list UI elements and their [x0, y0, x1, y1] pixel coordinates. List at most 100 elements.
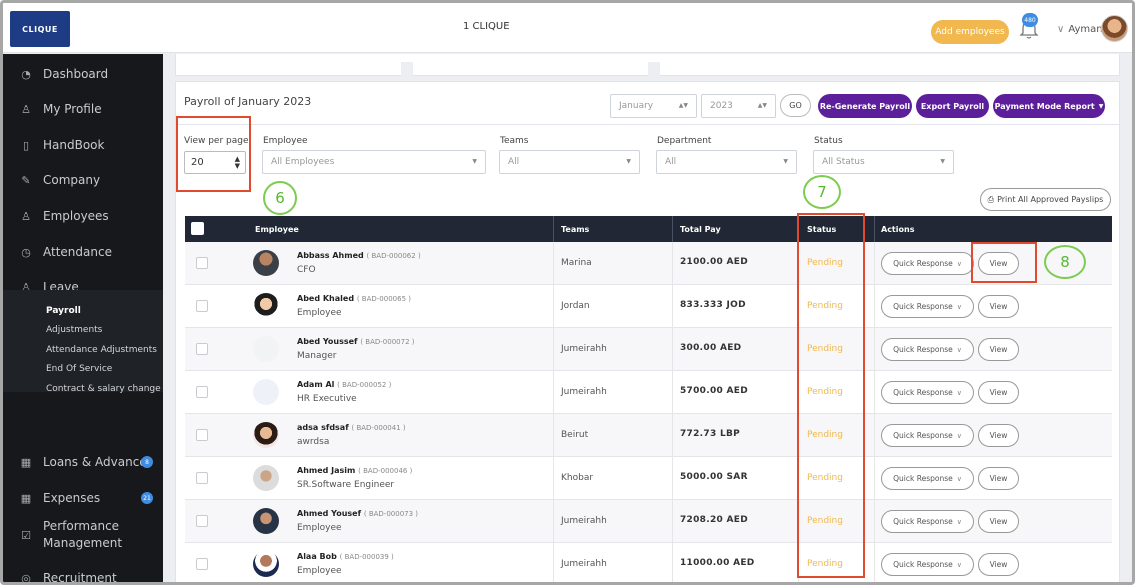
column-header-employee[interactable]: Employee	[255, 224, 299, 234]
sidebar-item-performance-management[interactable]: ☑ Performance Management	[3, 515, 163, 555]
quick-response-button[interactable]: Quick Response ∨	[881, 252, 974, 275]
top-bar: CLIQUE 1 CLIQUE Add employees 480 ∨ Ayman	[3, 3, 1132, 53]
employee-name-line[interactable]: Adam Al ( BAD-000052 )	[297, 380, 391, 389]
view-button[interactable]: View	[978, 424, 1019, 447]
payment-mode-label: Payment Mode Report	[994, 101, 1095, 111]
quick-response-button[interactable]: Quick Response ∨	[881, 381, 974, 404]
team-cell: Jumeirahh	[561, 387, 607, 397]
sidebar-item-attendance[interactable]: ◷ Attendance	[3, 234, 163, 270]
user-name: Ayman	[1068, 24, 1103, 35]
select-all-checkbox[interactable]	[191, 222, 204, 235]
company-icon: ✎	[21, 173, 31, 187]
sidebar-item-expenses[interactable]: ▦ Expenses 21	[3, 480, 163, 516]
employee-name-line[interactable]: Abed Youssef ( BAD-000072 )	[297, 337, 414, 346]
divider	[874, 216, 875, 242]
employee-avatar	[253, 250, 279, 276]
submenu-item-payroll[interactable]: Payroll	[46, 306, 81, 316]
column-header-status[interactable]: Status	[807, 224, 837, 234]
print-icon: ⎙	[987, 194, 995, 204]
quick-response-button[interactable]: Quick Response ∨	[881, 338, 974, 361]
row-checkbox[interactable]	[196, 472, 208, 484]
teams-filter-value: All	[508, 157, 520, 167]
row-checkbox[interactable]	[196, 257, 208, 269]
payment-mode-report-button[interactable]: Payment Mode Report ▼	[993, 94, 1105, 118]
view-button[interactable]: View	[978, 338, 1019, 361]
quick-response-button[interactable]: Quick Response ∨	[881, 295, 974, 318]
row-checkbox[interactable]	[196, 343, 208, 355]
sidebar-item-dashboard[interactable]: ◔ Dashboard	[3, 56, 163, 92]
employee-name-line[interactable]: Alaa Bob ( BAD-000039 )	[297, 552, 394, 561]
sidebar-item-my-profile[interactable]: ♙ My Profile	[3, 91, 163, 127]
contractual-submenu: Payroll Adjustments Attendance Adjustments…	[3, 290, 163, 394]
employee-name-line[interactable]: Abed Khaled ( BAD-000065 )	[297, 294, 411, 303]
total-pay-cell: 5700.00 AED	[680, 386, 749, 396]
employees-icon: ♙	[21, 209, 31, 223]
add-employees-button[interactable]: Add employees	[931, 20, 1009, 44]
user-avatar[interactable]	[1101, 15, 1128, 42]
column-header-teams[interactable]: Teams	[561, 224, 590, 234]
row-checkbox[interactable]	[196, 515, 208, 527]
notification-badge: 480	[1022, 13, 1038, 27]
export-payroll-button[interactable]: Export Payroll	[916, 94, 989, 118]
year-select[interactable]: 2023 ▲▼	[701, 94, 776, 118]
view-button[interactable]: View	[978, 553, 1019, 576]
employee-name-line[interactable]: Ahmed Yousef ( BAD-000073 )	[297, 509, 418, 518]
sidebar-item-employees[interactable]: ♙ Employees	[3, 198, 163, 234]
sidebar-item-company[interactable]: ✎ Company	[3, 162, 163, 198]
quick-response-button[interactable]: Quick Response ∨	[881, 467, 974, 490]
employee-name-line[interactable]: adsa sfdsaf ( BAD-000041 )	[297, 423, 406, 432]
month-select[interactable]: January ▲▼	[610, 94, 697, 118]
status-badge: Pending	[807, 258, 843, 268]
column-header-total-pay[interactable]: Total Pay	[680, 224, 721, 234]
employee-filter-label: Employee	[263, 136, 308, 146]
employee-name-line[interactable]: Abbass Ahmed ( BAD-000062 )	[297, 251, 421, 260]
employee-filter-select[interactable]: All Employees ▼	[262, 150, 486, 174]
print-approved-payslips-button[interactable]: ⎙ Print All Approved Payslips	[980, 188, 1111, 211]
sidebar-item-label: HandBook	[43, 138, 105, 152]
quick-response-button[interactable]: Quick Response ∨	[881, 553, 974, 576]
chevron-down-icon: ∨	[956, 302, 962, 311]
sidebar-item-recruitment[interactable]: ◎ Recruitment	[3, 560, 163, 582]
status-filter-select[interactable]: All Status ▼	[813, 150, 954, 174]
table-row: Adam Al ( BAD-000052 ) HR Executive Jumeir…	[185, 371, 1112, 414]
sidebar-item-handbook[interactable]: ▯ HandBook	[3, 127, 163, 163]
go-button[interactable]: GO	[780, 94, 811, 117]
quick-response-button[interactable]: Quick Response ∨	[881, 510, 974, 533]
page-title: Payroll of January 2023	[184, 95, 312, 108]
divider	[672, 242, 673, 582]
employee-name: Ahmed Jasim	[297, 466, 356, 475]
chevron-down-icon: ▼	[940, 158, 945, 165]
view-per-page-select[interactable]: 20 ▲ ▼	[184, 151, 246, 174]
annotation-highlight-status-column	[797, 213, 865, 578]
quick-response-button[interactable]: Quick Response ∨	[881, 424, 974, 447]
employee-code: ( BAD-000041 )	[351, 424, 406, 432]
check-icon: ☑	[21, 528, 31, 542]
row-checkbox[interactable]	[196, 558, 208, 570]
table-row: adsa sfdsaf ( BAD-000041 ) awrdsa Beirut 77…	[185, 414, 1112, 457]
submenu-item-contract-salary-change[interactable]: Contract & salary change	[46, 384, 161, 394]
submenu-item-attendance-adjustments[interactable]: Attendance Adjustments	[46, 345, 157, 355]
view-button[interactable]: View	[978, 510, 1019, 533]
employee-name-line[interactable]: Ahmed Jasim ( BAD-000046 )	[297, 466, 412, 475]
leave-icon: ♙	[21, 280, 31, 294]
row-checkbox[interactable]	[196, 429, 208, 441]
row-checkbox[interactable]	[196, 300, 208, 312]
department-filter-select[interactable]: All ▼	[656, 150, 797, 174]
annotation-highlight-view-per-page	[176, 116, 251, 192]
chevron-down-icon: ▼	[1098, 102, 1104, 110]
view-button[interactable]: View	[978, 252, 1019, 275]
teams-filter-select[interactable]: All ▼	[499, 150, 640, 174]
view-button[interactable]: View	[978, 467, 1019, 490]
submenu-item-end-of-service[interactable]: End Of Service	[46, 364, 113, 374]
row-checkbox[interactable]	[196, 386, 208, 398]
view-button[interactable]: View	[978, 381, 1019, 404]
submenu-item-adjustments[interactable]: Adjustments	[46, 325, 103, 335]
total-pay-cell: 7208.20 AED	[680, 515, 749, 525]
employee-role: SR.Software Engineer	[297, 480, 395, 490]
sidebar-item-loans-advances[interactable]: ▦ Loans & Advances 8	[3, 444, 163, 480]
chevron-down-icon: ∨	[1057, 24, 1065, 35]
view-button[interactable]: View	[978, 295, 1019, 318]
regenerate-payroll-button[interactable]: Re-Generate Payroll	[818, 94, 912, 118]
user-menu[interactable]: ∨ Ayman	[1057, 24, 1103, 35]
logo[interactable]: CLIQUE	[10, 11, 70, 47]
